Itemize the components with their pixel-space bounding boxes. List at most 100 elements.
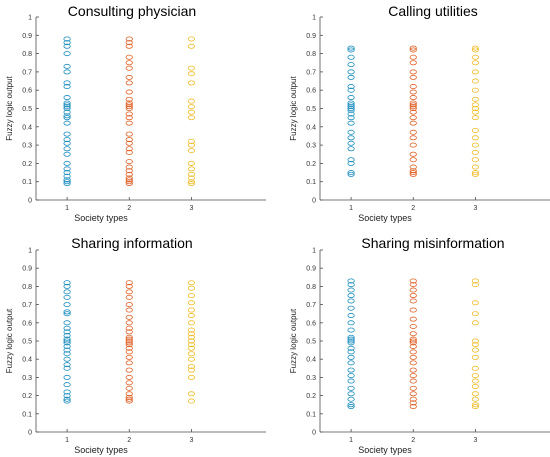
- x-tick-label: 2: [127, 437, 131, 444]
- data-point: [125, 175, 133, 181]
- y-tick-label: 0.8: [22, 51, 32, 58]
- y-tick-label: 0.9: [22, 266, 32, 273]
- data-point: [63, 362, 71, 368]
- data-point: [347, 340, 355, 346]
- data-point: [125, 398, 133, 404]
- data-point: [347, 84, 355, 90]
- data-point: [125, 36, 133, 42]
- data-point: [125, 137, 133, 143]
- data-point: [471, 365, 480, 371]
- data-point: [347, 100, 355, 106]
- data-point: [63, 329, 71, 335]
- series-society-2: [125, 36, 133, 187]
- data-point: [187, 148, 196, 154]
- data-point: [63, 109, 71, 115]
- data-point: [63, 280, 71, 286]
- data-point: [471, 164, 480, 170]
- data-point: [347, 404, 355, 410]
- data-point: [63, 166, 71, 172]
- data-point: [63, 40, 71, 46]
- data-point: [63, 309, 71, 315]
- data-point: [63, 336, 71, 342]
- x-tick-label: 1: [65, 437, 69, 444]
- data-point: [409, 316, 417, 322]
- data-point: [409, 367, 417, 373]
- data-point: [187, 320, 196, 326]
- data-point: [409, 54, 417, 60]
- data-point: [63, 389, 71, 395]
- data-point: [409, 60, 417, 66]
- data-point: [409, 102, 417, 108]
- data-point: [409, 378, 417, 384]
- y-axis-label: Fuzzy logic output: [5, 75, 14, 140]
- data-point: [125, 385, 133, 391]
- data-point: [187, 313, 196, 319]
- data-point: [347, 120, 355, 126]
- data-point: [63, 51, 71, 57]
- data-point: [63, 69, 71, 75]
- y-tick-label: 0.6: [306, 320, 316, 327]
- data-point: [347, 104, 355, 110]
- data-point: [63, 36, 71, 42]
- data-point: [347, 367, 355, 373]
- series-society-1: [63, 280, 71, 404]
- x-tick-label: 2: [127, 205, 131, 212]
- data-point: [347, 95, 355, 101]
- data-point: [409, 396, 417, 402]
- data-point: [125, 149, 133, 155]
- y-tick-label: 0.5: [306, 339, 316, 346]
- data-point: [125, 104, 133, 110]
- data-point: [409, 170, 417, 176]
- data-point: [409, 400, 417, 406]
- y-tick-label: 0.5: [306, 106, 316, 113]
- data-point: [347, 396, 355, 402]
- data-point: [471, 78, 480, 84]
- data-point: [63, 374, 71, 380]
- data-point: [187, 160, 196, 166]
- data-point: [63, 100, 71, 106]
- data-point: [63, 325, 71, 331]
- data-point: [63, 333, 71, 339]
- data-point: [187, 71, 196, 77]
- data-point: [347, 45, 355, 51]
- data-point: [347, 106, 355, 112]
- data-point: [63, 43, 71, 49]
- data-point: [125, 336, 133, 342]
- data-point: [187, 36, 196, 42]
- data-point: [63, 320, 71, 326]
- data-point: [471, 106, 480, 112]
- data-point: [63, 113, 71, 119]
- y-tick-label: 0.3: [22, 143, 32, 150]
- data-point: [409, 47, 417, 53]
- data-point: [471, 396, 480, 402]
- data-point: [347, 402, 355, 408]
- data-point: [409, 120, 417, 126]
- data-point: [347, 115, 355, 121]
- data-point: [347, 157, 355, 163]
- chart-panel-1: Consulting physician 0 0.1 0.2 0.3 0.4 0.5 0.6 0…: [5, 3, 266, 223]
- data-point: [409, 331, 417, 337]
- data-point: [125, 181, 133, 187]
- data-point: [409, 104, 417, 110]
- data-point: [471, 373, 480, 379]
- data-point: [471, 109, 480, 115]
- y-axis-label: Fuzzy logic output: [5, 308, 14, 373]
- data-point: [347, 385, 355, 391]
- data-point: [63, 140, 71, 146]
- data-point: [125, 54, 133, 60]
- y-tick-label: 0: [312, 430, 316, 437]
- data-point: [125, 89, 133, 95]
- data-point: [63, 356, 71, 362]
- data-point: [187, 109, 196, 115]
- data-point: [63, 80, 71, 86]
- data-point: [471, 383, 480, 389]
- x-tick-label: 1: [349, 205, 353, 212]
- data-point: [187, 342, 196, 348]
- data-point: [471, 354, 480, 360]
- y-tick-label: 0.3: [22, 375, 32, 382]
- data-point: [63, 151, 71, 157]
- x-tick-label: 3: [473, 437, 477, 444]
- data-point: [125, 80, 133, 86]
- data-point: [125, 100, 133, 106]
- data-point: [125, 307, 133, 313]
